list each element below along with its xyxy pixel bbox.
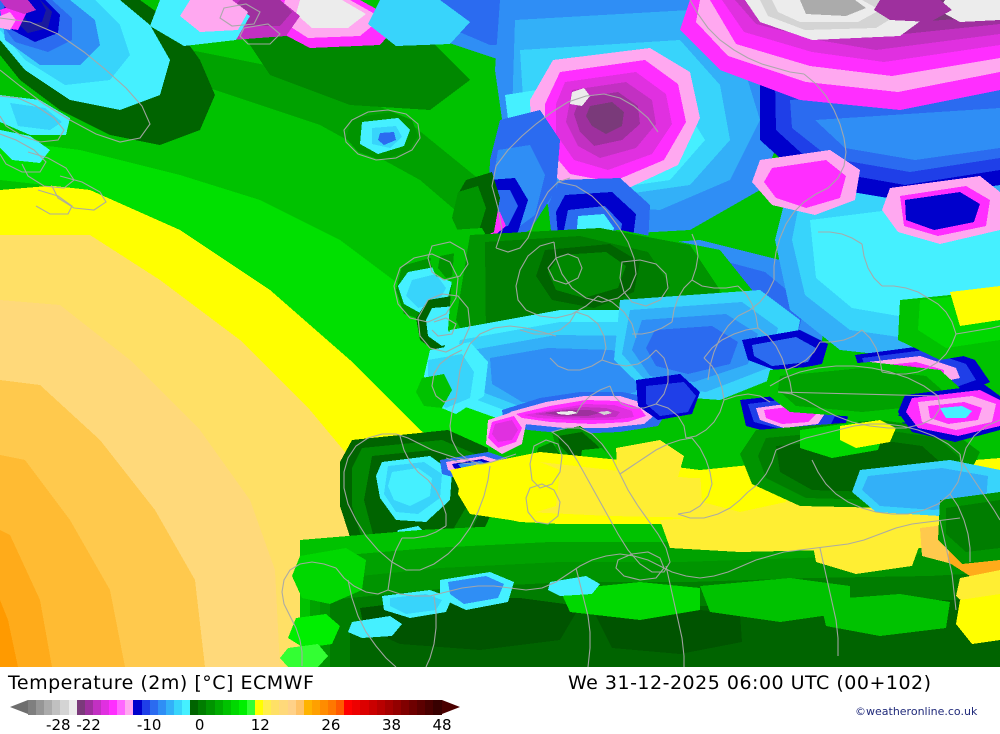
colorbar-swatch xyxy=(352,700,361,715)
colorbar-tick: 12 xyxy=(250,716,270,734)
colorbar-swatch xyxy=(344,700,353,715)
colorbar-swatch xyxy=(279,700,288,715)
colorbar-tick: 38 xyxy=(381,716,402,734)
colorbar-swatch xyxy=(84,700,93,715)
colorbar-swatch xyxy=(433,700,442,715)
copyright-label: ©weatheronline.co.uk xyxy=(855,705,978,718)
temperature-map[interactable] xyxy=(0,0,1000,667)
colorbar-swatch xyxy=(360,700,369,715)
colorbar-tick: 48 xyxy=(432,716,452,734)
colorbar-swatch xyxy=(311,700,320,715)
colorbar-tick: 0 xyxy=(194,716,205,734)
colorbar-swatch xyxy=(303,700,312,715)
colorbar-swatch xyxy=(206,700,215,715)
colorbar-swatch xyxy=(28,700,37,715)
colorbar-swatches[interactable] xyxy=(28,700,442,715)
colorbar-tick: -10 xyxy=(136,716,162,734)
map-title: Temperature (2m) [°C] ECMWF xyxy=(8,672,315,694)
colorbar-swatch xyxy=(141,700,150,715)
colorbar-swatch xyxy=(68,700,77,715)
colorbar-swatch xyxy=(157,700,166,715)
colorbar-swatch xyxy=(368,700,377,715)
colorbar-swatch xyxy=(36,700,45,715)
forecast-valid-time: We 31-12-2025 06:00 UTC (00+102) xyxy=(568,672,932,694)
colorbar-swatch xyxy=(109,700,118,715)
colorbar-swatch xyxy=(76,700,85,715)
temperature-colorbar[interactable]: -28 -22 -10 0 12 26 38 48 xyxy=(0,700,1000,734)
colorbar-swatch xyxy=(100,700,110,715)
colorbar-swatch xyxy=(117,700,126,715)
colorbar-swatch xyxy=(409,700,418,715)
colorbar-swatch xyxy=(92,700,101,715)
colorbar-swatch xyxy=(246,700,256,715)
colorbar-swatch xyxy=(417,700,426,715)
colorbar-swatch xyxy=(60,700,69,715)
temperature-field xyxy=(0,0,1000,667)
colorbar-swatch xyxy=(263,700,272,715)
colorbar-swatch xyxy=(295,700,304,715)
colorbar-swatch xyxy=(255,700,264,715)
colorbar-swatch xyxy=(125,700,134,715)
colorbar-swatch xyxy=(230,700,239,715)
colorbar-swatch xyxy=(336,700,345,715)
colorbar-swatch xyxy=(287,700,296,715)
colorbar-swatch xyxy=(376,700,385,715)
colorbar-tick: -28 xyxy=(46,716,71,734)
colorbar-swatch xyxy=(392,700,402,715)
colorbar-swatch xyxy=(328,700,337,715)
coastline-layer xyxy=(0,0,1000,667)
colorbar-swatch xyxy=(425,700,434,715)
colorbar-swatch xyxy=(52,700,61,715)
colorbar-min-arrow-icon xyxy=(10,700,28,714)
colorbar-swatch xyxy=(44,700,53,715)
colorbar-swatch xyxy=(190,700,199,715)
colorbar-tick-labels: -28 -22 -10 0 12 26 38 48 xyxy=(0,716,1000,734)
colorbar-swatch xyxy=(271,700,280,715)
map-footer: Temperature (2m) [°C] ECMWF We 31-12-202… xyxy=(0,667,1000,734)
colorbar-swatch xyxy=(222,700,231,715)
colorbar-swatch xyxy=(182,700,191,715)
colorbar-swatch xyxy=(401,700,410,715)
colorbar-swatch xyxy=(214,700,223,715)
colorbar-swatch xyxy=(198,700,207,715)
colorbar-tick: -22 xyxy=(76,716,101,734)
colorbar-tick: 26 xyxy=(321,716,341,734)
colorbar-swatch xyxy=(173,700,183,715)
colorbar-swatch xyxy=(319,700,329,715)
colorbar-swatch xyxy=(165,700,174,715)
colorbar-max-arrow-icon xyxy=(442,700,460,714)
colorbar-swatch xyxy=(133,700,142,715)
colorbar-swatch xyxy=(238,700,247,715)
colorbar-swatch xyxy=(149,700,158,715)
colorbar-swatch xyxy=(384,700,393,715)
